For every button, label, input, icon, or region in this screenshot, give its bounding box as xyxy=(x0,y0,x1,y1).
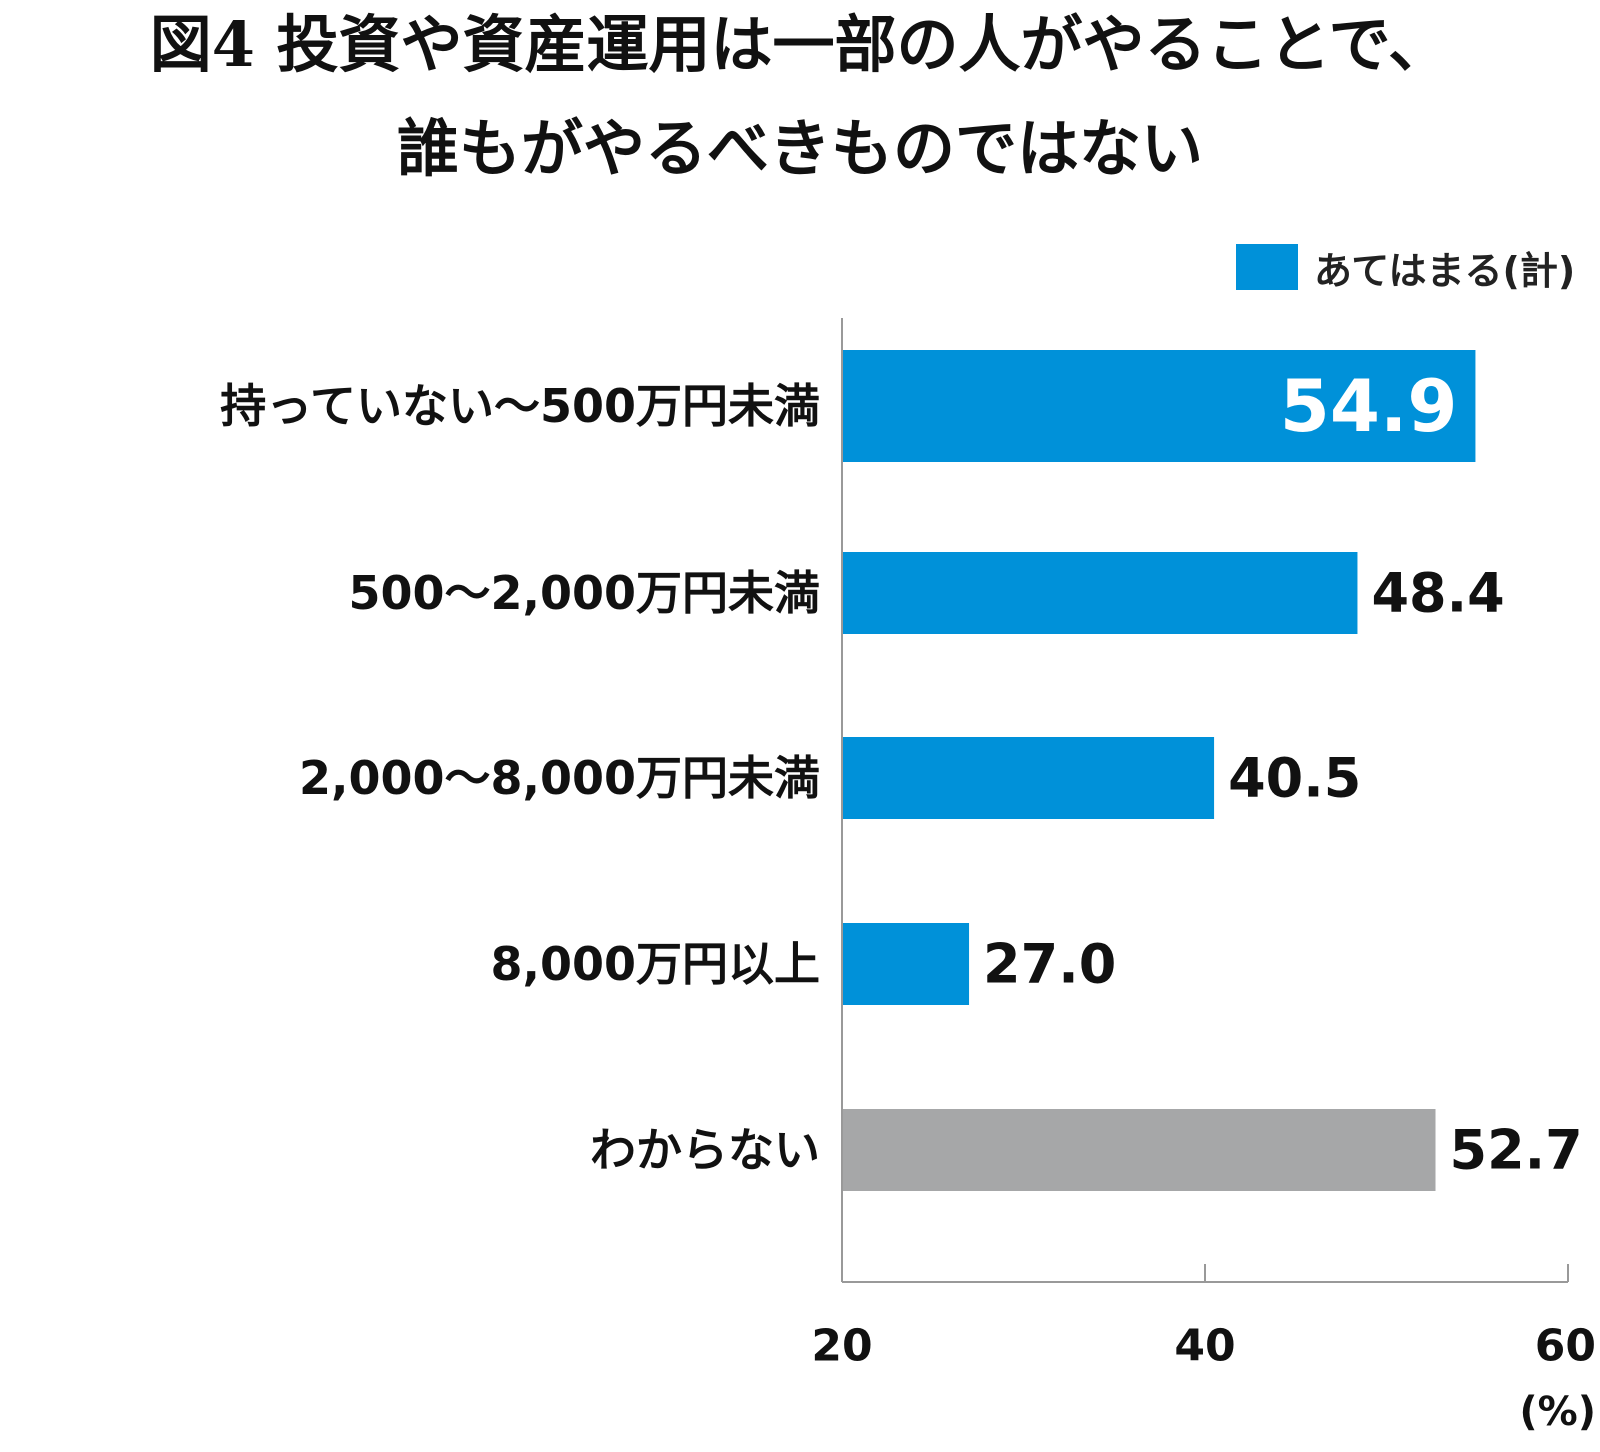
x-tick-label-1: 40 xyxy=(1174,1321,1235,1372)
category-label-0: 持っていない～500万円未満 xyxy=(220,379,820,433)
category-label-3: 8,000万円以上 xyxy=(490,937,820,991)
category-label-4: わからない xyxy=(590,1123,820,1177)
x-axis-unit: (%) xyxy=(1519,1389,1596,1435)
bar-1 xyxy=(842,552,1358,634)
legend-swatch xyxy=(1236,244,1298,290)
chart-title-line1: 図4 投資や資産運用は一部の人がやることで、 xyxy=(149,8,1451,81)
category-label-1: 500～2,000万円未満 xyxy=(348,566,820,620)
bar-3 xyxy=(842,923,970,1005)
bar-4 xyxy=(842,1109,1436,1191)
value-label-3: 27.0 xyxy=(983,933,1116,996)
value-label-0: 54.9 xyxy=(1280,364,1458,448)
legend: あてはまる(計) xyxy=(1236,244,1575,293)
legend-label: あてはまる(計) xyxy=(1314,248,1576,293)
bar-0 xyxy=(842,350,1476,462)
value-label-1: 48.4 xyxy=(1371,562,1504,625)
value-label-2: 40.5 xyxy=(1228,747,1361,810)
chart-title-line2: 誰もがやるべきものではない xyxy=(396,112,1203,185)
category-label-2: 2,000～8,000万円未満 xyxy=(299,751,820,805)
x-tick-label-0: 20 xyxy=(811,1321,872,1372)
x-tick-label-2: 60 xyxy=(1535,1321,1596,1372)
value-label-4: 52.7 xyxy=(1450,1119,1583,1182)
bar-2 xyxy=(842,737,1215,819)
